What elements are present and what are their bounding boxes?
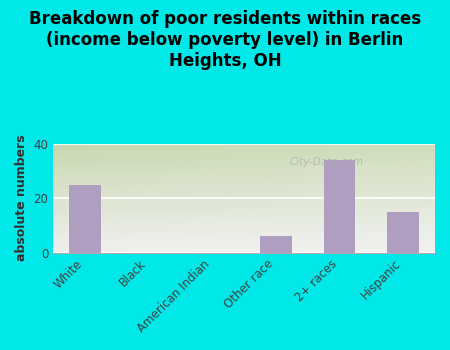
- Bar: [260, 236, 292, 253]
- Y-axis label: absolute numbers: absolute numbers: [15, 135, 28, 261]
- Text: Breakdown of poor residents within races
(income below poverty level) in Berlin
: Breakdown of poor residents within races…: [29, 10, 421, 70]
- Bar: [69, 184, 101, 253]
- Bar: [324, 160, 356, 253]
- Bar: [387, 212, 419, 253]
- Text: City-Data.com: City-Data.com: [290, 157, 364, 167]
